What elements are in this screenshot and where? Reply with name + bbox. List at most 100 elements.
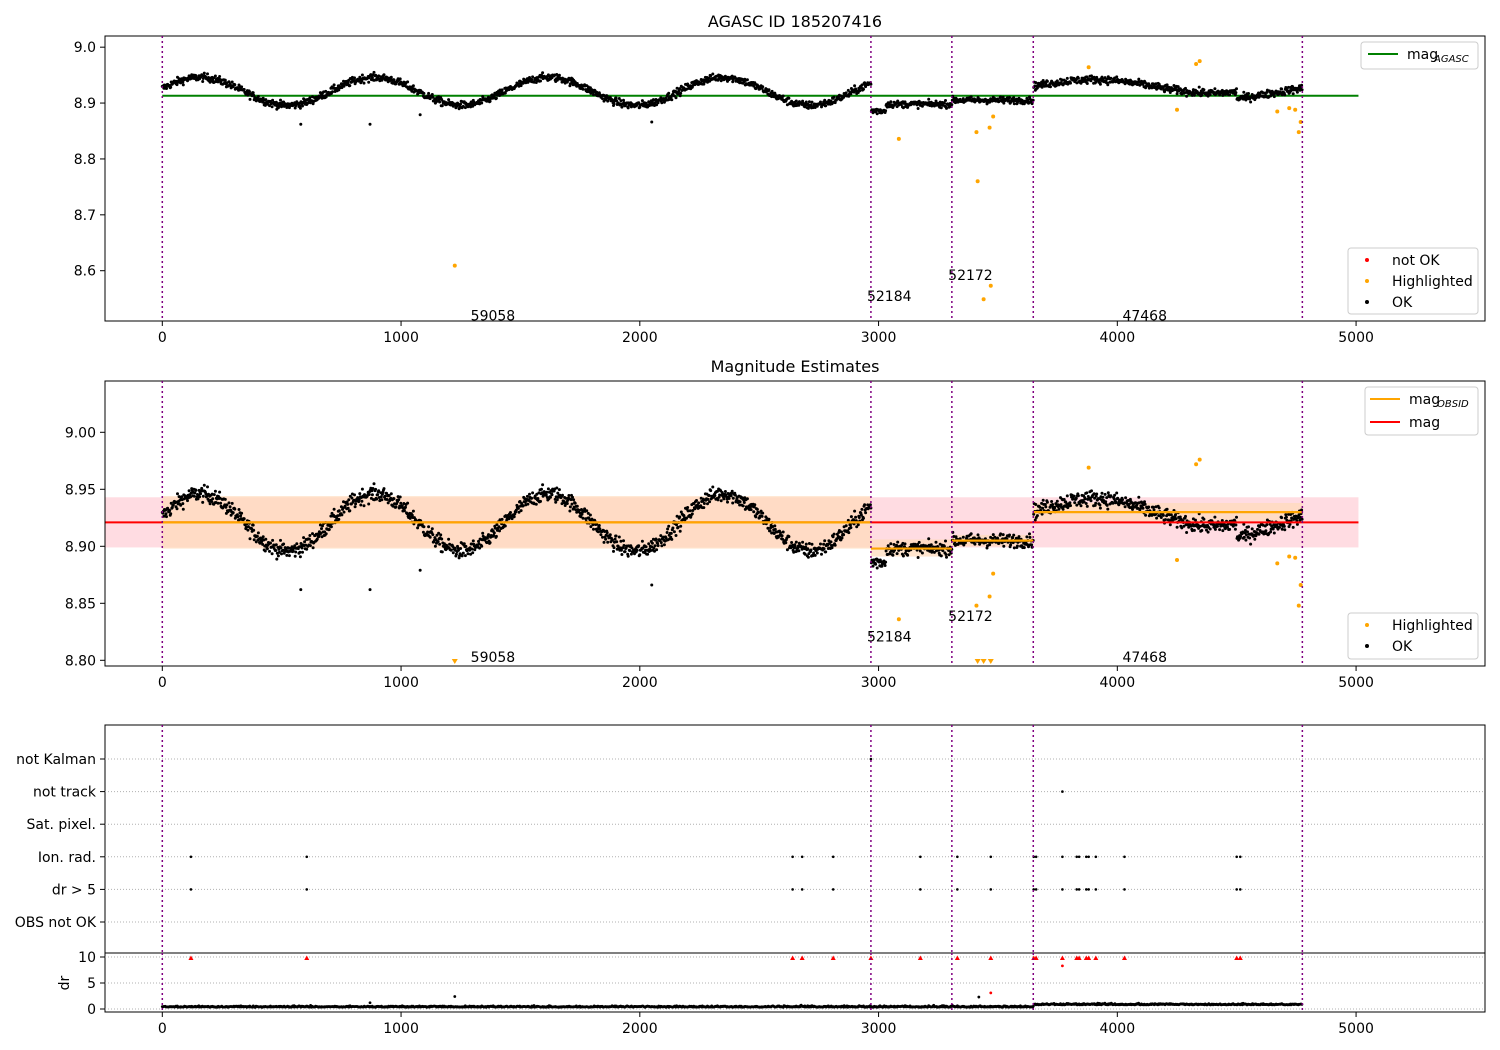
ok-point [1184,86,1187,90]
ok-point [1041,506,1045,510]
ok-point [853,84,857,88]
ok-point [1076,494,1080,498]
ok-point [709,74,713,78]
ok-point [842,533,846,537]
ok-point [1234,91,1238,95]
y-tick-label: 9.0 [74,40,96,56]
ok-point [944,553,948,556]
highlighted-point [1293,555,1298,560]
ok-point [697,501,701,505]
ok-point [844,524,848,528]
ok-point [999,532,1003,536]
ok-point [1101,495,1105,499]
ok-point [823,98,827,102]
ok-point [617,535,621,539]
flag-point [189,855,193,859]
highlighted-point [975,179,980,184]
flag-point [1235,888,1238,891]
ok-point [1256,527,1259,531]
legend-label: Highlighted [1392,618,1473,634]
flag-point [1084,888,1088,891]
ok-point [1008,96,1011,99]
ok-point [470,547,474,551]
y-tick-label: 8.9 [74,96,96,112]
ok-point [462,542,466,546]
ok-point [1257,532,1261,536]
ok-point [218,490,222,494]
ok-point [175,507,179,511]
ok-point [1095,75,1099,79]
ok-point [660,101,664,105]
legend-label: mag [1407,47,1438,63]
ok-point [752,510,756,514]
ok-point [614,534,618,538]
ok-point [303,540,307,544]
ok-point [682,514,686,518]
ok-point [612,102,616,106]
ok-point [411,509,415,513]
ok-point [573,501,577,505]
ok-point [377,489,381,493]
dr-y-tick-label: 0 [87,1002,96,1018]
ok-point [261,535,265,539]
ok-point [293,544,297,548]
ok-point [545,490,549,494]
ok-point [1068,501,1072,505]
ok-point [308,96,312,100]
ok-point [371,487,375,490]
ok-point [591,523,595,527]
ok-point [1106,507,1110,511]
ok-point [934,99,938,103]
ok-point [773,527,777,531]
flag-category-label: not Kalman [16,752,96,768]
ok-point [480,101,484,105]
ok-point [392,497,396,501]
ok-point [637,544,641,548]
ok-point [1034,503,1038,506]
ok-point [1168,523,1172,527]
ok-point [945,555,948,559]
ok-point [270,105,274,109]
ok-point [176,492,179,496]
ok-point [1265,90,1269,94]
ok-point [917,540,921,544]
ok-point [844,91,848,95]
ok-point [270,552,274,556]
ok-point [626,554,630,558]
ok-point [1083,497,1087,501]
highlighted-point [974,130,979,135]
flag-point [1238,888,1242,891]
ok-point [353,493,356,497]
ok-point [1098,506,1102,510]
ok-point [973,542,977,546]
ok-point [1065,494,1069,498]
ok-point [804,100,808,104]
ok-point [459,547,463,550]
ok-point [1141,506,1145,510]
ok-point [1247,92,1250,95]
ok-point [1283,93,1287,97]
highlighted-point [1296,603,1301,608]
ok-point [406,501,410,505]
ok-point [1002,544,1006,548]
ok-point [871,564,875,568]
ok-point [539,499,542,503]
ok-point [588,86,592,90]
ok-point [447,537,451,541]
ok-point [1165,507,1169,511]
ok-point [711,72,715,76]
ok-point [428,535,432,539]
ok-point [367,502,371,506]
ok-point [201,500,205,504]
ok-point [360,487,364,491]
ok-point [917,99,921,103]
ok-point [1069,81,1072,85]
ok-point [251,523,255,527]
highlighted-point [452,263,457,268]
ok-point [279,546,283,550]
ok-point [199,492,203,496]
ok-point [287,554,291,558]
ok-point [875,566,879,570]
flag-point [919,888,922,891]
